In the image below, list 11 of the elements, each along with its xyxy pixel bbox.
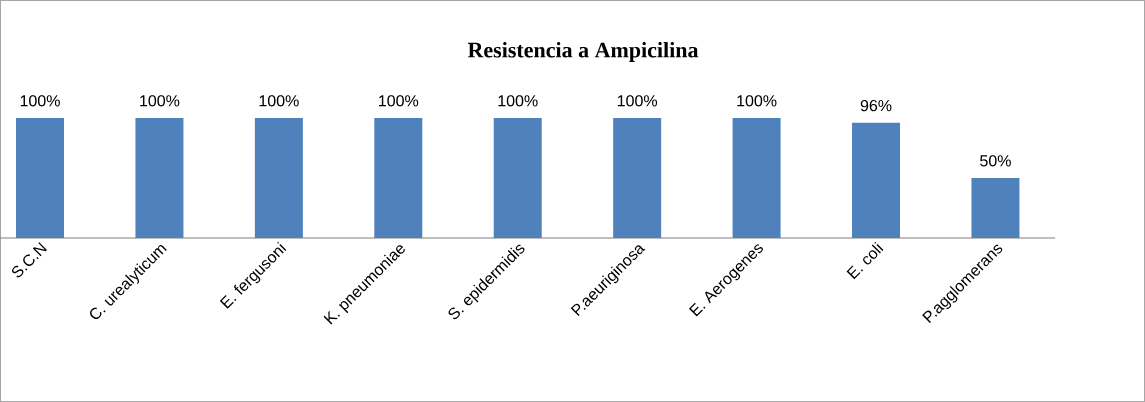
data-label: 100% <box>379 95 419 107</box>
data-label: 100% <box>498 95 538 107</box>
x-tick-label: E. coli <box>846 241 884 280</box>
data-label: 100% <box>259 95 299 107</box>
data-label: 100% <box>617 95 658 107</box>
data-label: 100% <box>20 95 60 107</box>
chart-title: Resistencia a Ampicilina <box>467 42 699 62</box>
data-label: 100% <box>140 95 180 107</box>
data-label: 50% <box>980 155 1011 167</box>
data-label: 96% <box>860 99 892 112</box>
data-label: 100% <box>737 95 777 107</box>
